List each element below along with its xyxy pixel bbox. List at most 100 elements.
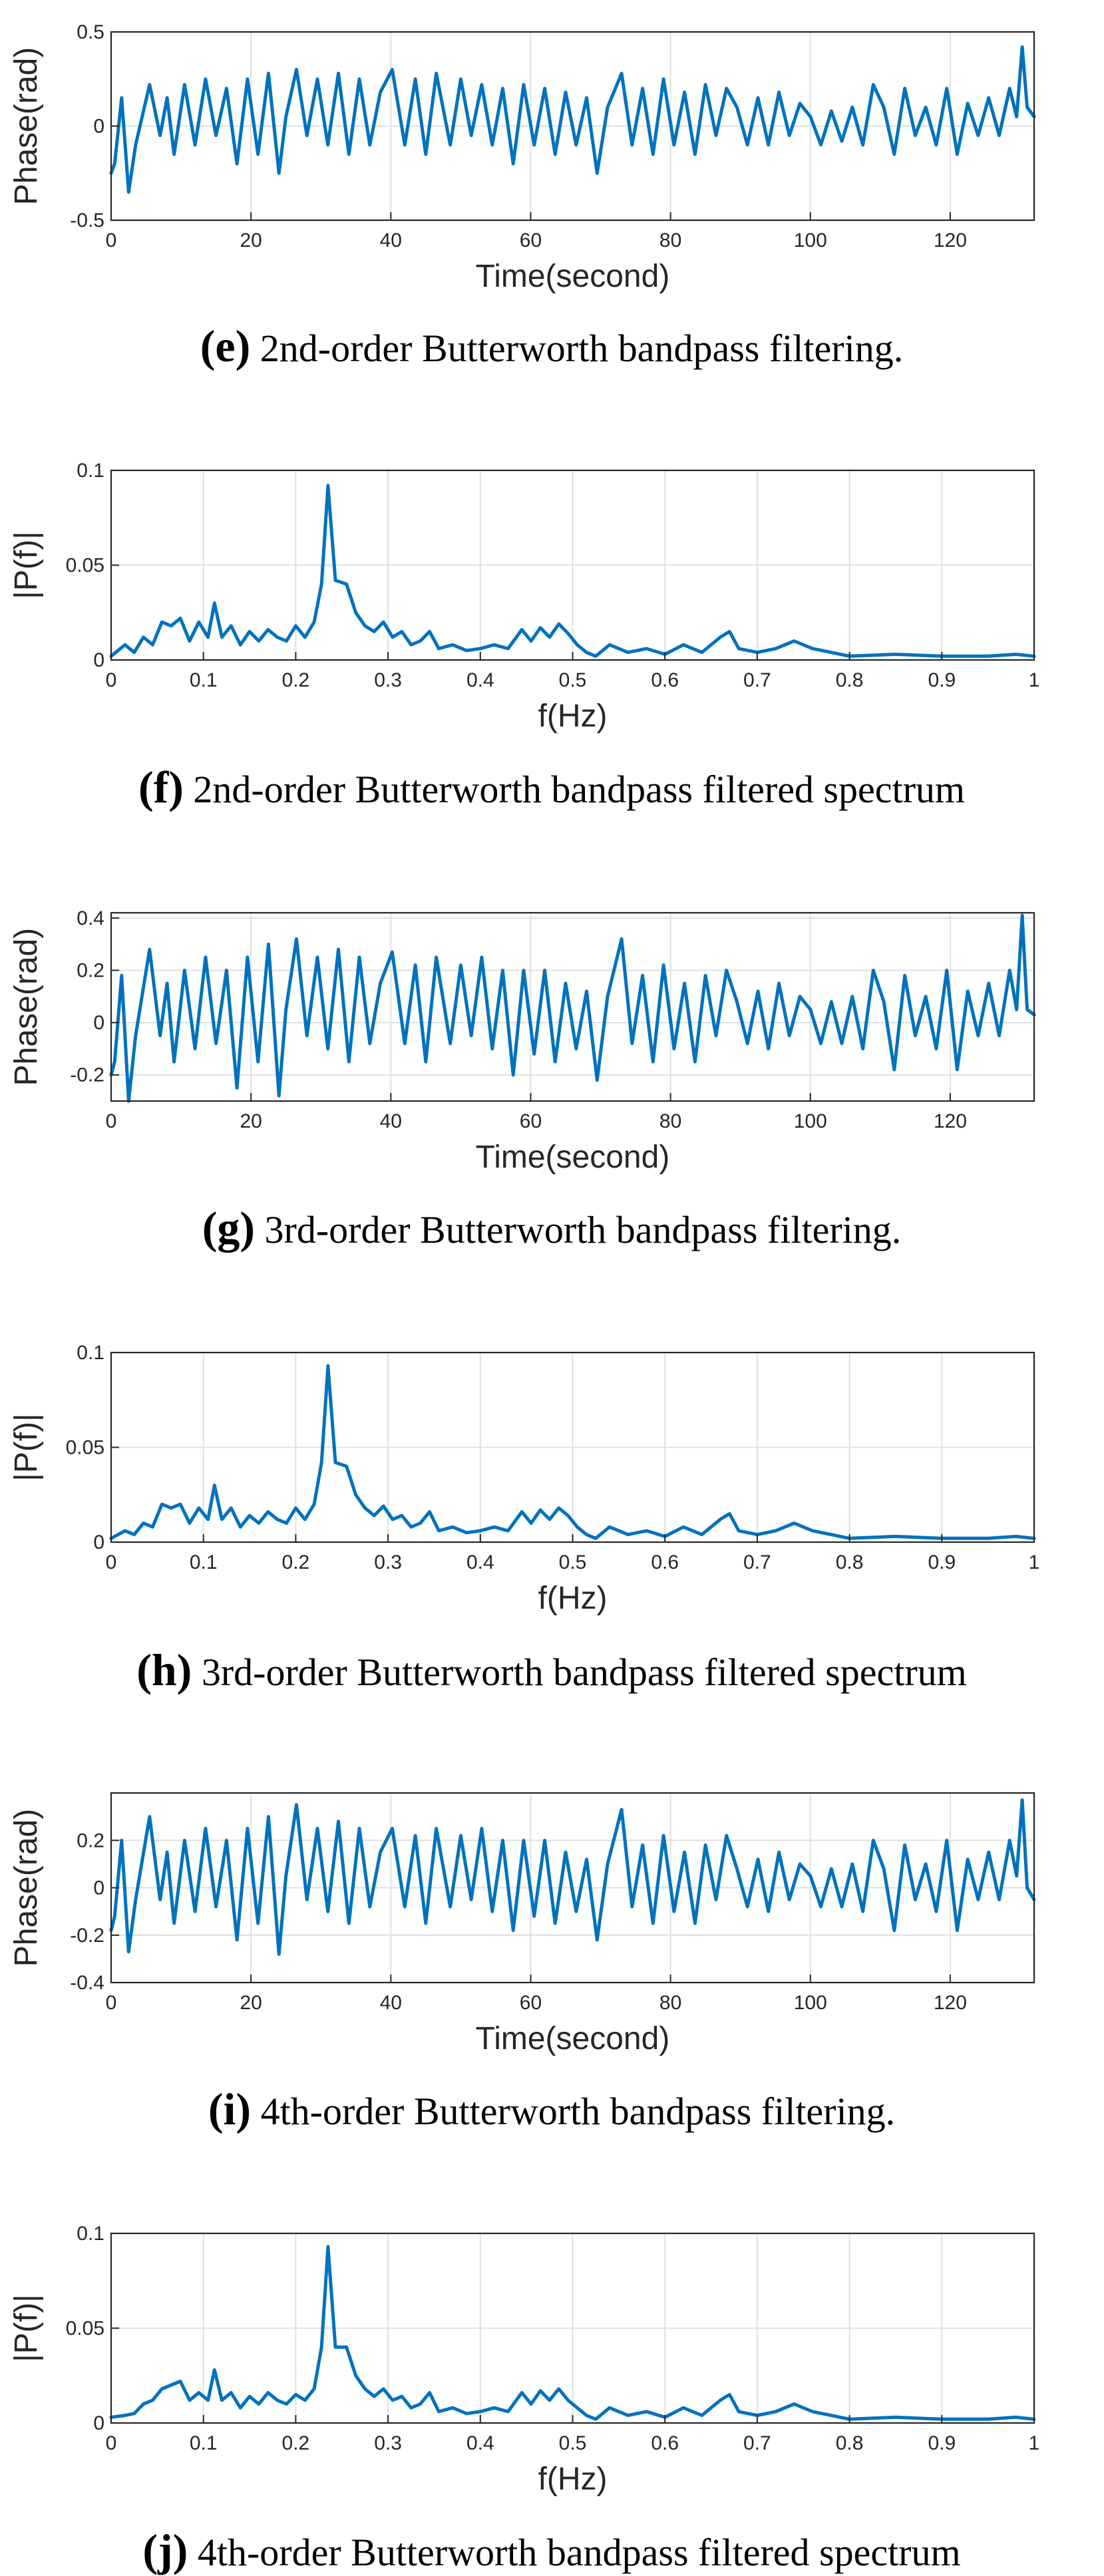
chart-g-xlabel: Time(second)	[476, 1140, 670, 1175]
chart-i-xtick-label-6: 120	[934, 1992, 967, 2014]
chart-i-xtick-label-4: 80	[659, 1992, 681, 2014]
chart-e-xtick-label-6: 120	[934, 230, 967, 251]
chart-j-xtick-label-5: 0.5	[559, 2432, 587, 2454]
chart-f-xtick-label-5: 0.5	[559, 669, 587, 691]
chart-f-xtick-label-2: 0.2	[282, 669, 310, 691]
chart-f-ytick-label-1: 0.05	[66, 555, 104, 577]
chart-f-xtick-label-7: 0.7	[743, 669, 771, 691]
chart-i-caption-text: 4th-order Butterworth bandpass filtering…	[251, 2090, 895, 2133]
chart-f-xtick-label-6: 0.6	[651, 669, 679, 691]
chart-f-xtick-label-1: 0.1	[190, 669, 218, 691]
chart-e-ytick-label-2: 0.5	[77, 21, 104, 43]
chart-g-plot-area	[111, 913, 1034, 1101]
chart-j-ytick-label-1: 0.05	[66, 2318, 104, 2340]
chart-g-ylabel: Phase(rad)	[9, 928, 44, 1086]
chart-i-xtick-label-2: 40	[380, 1992, 402, 2014]
chart-g-xtick-label-2: 40	[380, 1110, 402, 1132]
chart-f-ytick-label-2: 0.1	[77, 460, 104, 482]
chart-f-series-line-0	[109, 484, 1036, 658]
chart-g-xtick-label-0: 0	[106, 1110, 117, 1132]
chart-i-ylabel: Phase(rad)	[9, 1809, 44, 1967]
chart-i-xtick-label-1: 20	[240, 1992, 262, 2014]
chart-e-xlabel: Time(second)	[476, 259, 670, 294]
chart-g-xtick-label-3: 60	[520, 1110, 542, 1132]
chart-h-xtick-label-2: 0.2	[282, 1551, 310, 1573]
chart-f: 0 0.1 0.2 0.3 0.4 0.5 0.6 0.7 0.8 0.9 1 0 0.05 0.1 f(H…	[9, 460, 1039, 812]
chart-j-ytick-label-2: 0.1	[77, 2223, 104, 2245]
chart-j-xtick-label-10: 1	[1029, 2432, 1040, 2454]
chart-g-xtick-label-6: 120	[934, 1110, 967, 1132]
chart-g: 0 20 40 60 80 100 120 -0.2 0 0.2 0.4 Time(second) Ph…	[9, 907, 1036, 1253]
chart-h-xtick-label-6: 0.6	[651, 1551, 679, 1573]
chart-e-ytick-label-1: 0	[93, 116, 104, 138]
chart-e: 0 20 40 60 80 100 120-0.500.5Time(second)Phase…	[9, 21, 1036, 371]
chart-g-caption-letter: (g)	[202, 1202, 255, 1253]
chart-h-xtick-label-5: 0.5	[559, 1551, 587, 1573]
chart-j-xtick-label-4: 0.4	[466, 2432, 494, 2454]
chart-j-caption-letter: (j)	[142, 2525, 188, 2575]
chart-f-caption-text: 2nd-order Butterworth bandpass filtered …	[184, 768, 965, 811]
chart-i: 0 20 40 60 80 100 120 -0.4 -0.2 0 0.2 Time(second) P…	[9, 1792, 1036, 2134]
chart-i-series-line-0	[109, 1798, 1036, 1956]
chart-j-xlabel: f(Hz)	[538, 2462, 608, 2497]
chart-h-ylabel: |P(f)|	[9, 1413, 44, 1481]
chart-g-ytick-label-1: 0	[93, 1012, 104, 1034]
chart-e-ytick-label-0: -0.5	[70, 210, 104, 232]
chart-e-xtick-label-2: 40	[380, 230, 402, 251]
chart-h-xtick-label-7: 0.7	[743, 1551, 771, 1573]
chart-j-ylabel: |P(f)|	[9, 2294, 44, 2362]
chart-g-caption-text: 3rd-order Butterworth bandpass filtering…	[255, 1208, 901, 1251]
chart-j-caption-text: 4th-order Butterworth bandpass filtered …	[188, 2531, 960, 2574]
chart-f-xtick-label-3: 0.3	[374, 669, 402, 691]
chart-i-ytick-label-0: -0.4	[70, 1972, 104, 1994]
chart-g-xtick-label-5: 100	[794, 1110, 827, 1132]
chart-f-xtick-label-8: 0.8	[836, 669, 864, 691]
chart-e-ylabel: Phase(rad)	[9, 47, 44, 205]
chart-g-xtick-label-1: 20	[240, 1110, 262, 1132]
chart-h-xtick-label-8: 0.8	[836, 1551, 864, 1573]
chart-g-ytick-label-0: -0.2	[70, 1064, 104, 1086]
chart-h-ytick-label-2: 0.1	[77, 1342, 104, 1364]
chart-i-xtick-label-5: 100	[794, 1992, 827, 2014]
chart-e-xtick-label-4: 80	[659, 230, 681, 251]
chart-h-ytick-label-0: 0	[93, 1531, 104, 1553]
chart-e-series-line-0	[109, 45, 1036, 194]
chart-j-ytick-label-0: 0	[93, 2412, 104, 2434]
chart-h-xtick-label-10: 1	[1029, 1551, 1040, 1573]
chart-h-xtick-label-4: 0.4	[466, 1551, 494, 1573]
chart-h-xlabel: f(Hz)	[538, 1581, 608, 1616]
chart-j-xtick-label-0: 0	[106, 2432, 117, 2454]
chart-j-xtick-label-3: 0.3	[374, 2432, 402, 2454]
chart-h-caption-text: 3rd-order Butterworth bandpass filtered …	[192, 1651, 966, 1694]
chart-h-xtick-label-9: 0.9	[928, 1551, 956, 1573]
chart-e-caption-text: 2nd-order Butterworth bandpass filtering…	[250, 327, 903, 370]
chart-g-caption: (g) 3rd-order Butterworth bandpass filte…	[202, 1202, 902, 1253]
chart-j-xtick-label-7: 0.7	[743, 2432, 771, 2454]
chart-e-caption: (e) 2nd-order Butterworth bandpass filte…	[200, 321, 903, 371]
chart-e-xtick-label-1: 20	[240, 230, 262, 251]
chart-f-caption-letter: (f)	[138, 762, 184, 812]
chart-h-xtick-label-1: 0.1	[190, 1551, 218, 1573]
chart-g-xtick-label-4: 80	[659, 1110, 681, 1132]
chart-f-ytick-label-0: 0	[93, 649, 104, 671]
chart-h: 0 0.1 0.2 0.3 0.4 0.5 0.6 0.7 0.8 0.9 1 0 0.05 0.1 f(H…	[9, 1342, 1039, 1695]
chart-f-xtick-label-10: 1	[1029, 669, 1040, 691]
chart-i-xlabel: Time(second)	[476, 2021, 670, 2056]
chart-f-caption: (f) 2nd-order Butterworth bandpass filte…	[138, 762, 965, 812]
chart-j-xtick-label-8: 0.8	[836, 2432, 864, 2454]
chart-e-xtick-label-0: 0	[106, 230, 117, 251]
chart-j-series-line-0	[109, 2245, 1036, 2421]
chart-f-ylabel: |P(f)|	[9, 531, 44, 599]
chart-f-xtick-label-4: 0.4	[466, 669, 494, 691]
chart-i-xtick-label-3: 60	[520, 1992, 542, 2014]
chart-h-xtick-label-0: 0	[106, 1551, 117, 1573]
chart-j-xtick-label-6: 0.6	[651, 2432, 679, 2454]
chart-j-xtick-label-9: 0.9	[928, 2432, 956, 2454]
chart-j-caption: (j) 4th-order Butterworth bandpass filte…	[142, 2525, 960, 2575]
chart-j-xtick-label-1: 0.1	[190, 2432, 218, 2454]
chart-i-caption: (i) 4th-order Butterworth bandpass filte…	[208, 2084, 895, 2134]
chart-g-axes-frame	[110, 911, 1035, 1102]
chart-h-ytick-label-1: 0.05	[66, 1437, 104, 1459]
chart-h-caption-letter: (h)	[136, 1645, 192, 1695]
chart-f-xtick-label-0: 0	[106, 669, 117, 691]
